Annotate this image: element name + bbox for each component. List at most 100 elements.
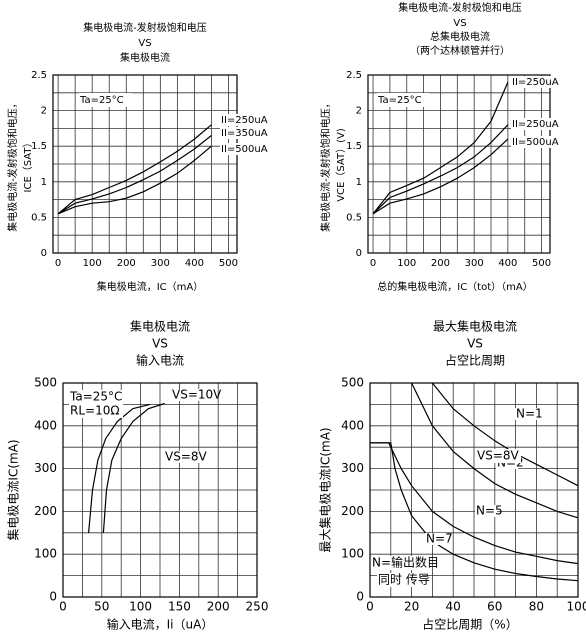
y-tick-label: 200 bbox=[34, 504, 57, 518]
annotation: Ta=25°C bbox=[79, 95, 124, 106]
chart-title: 集电极电流 bbox=[130, 319, 190, 334]
plot-frame bbox=[369, 382, 579, 598]
x-tick-label: 0 bbox=[55, 258, 61, 269]
x-tick-label: 500 bbox=[219, 258, 238, 269]
label-bg bbox=[511, 118, 561, 130]
annotation-bg bbox=[476, 449, 521, 463]
y-tick-label: 400 bbox=[341, 418, 364, 432]
x-tick-label: 150 bbox=[168, 600, 191, 614]
annotation: Ta=25°C bbox=[69, 390, 122, 404]
series-line bbox=[370, 442, 579, 565]
x-tick-label: 100 bbox=[397, 258, 416, 269]
chart-title: 集电极电流-发射极饱和电压 bbox=[398, 1, 522, 14]
y-axis-label: 集电极电流-发射极饱和电压， bbox=[6, 98, 19, 232]
y-tick-label: 500 bbox=[341, 376, 364, 390]
annotation: RL=10Ω bbox=[70, 404, 120, 418]
series-label: N=7 bbox=[426, 532, 453, 546]
annotation: VS=8V bbox=[477, 449, 520, 463]
x-axis-label: 总的集电极电流，IC（tot）（mA） bbox=[377, 280, 532, 293]
y-tick-label: 1.5 bbox=[31, 141, 47, 152]
y-tick-label: 100 bbox=[341, 547, 364, 561]
series-line bbox=[372, 138, 509, 215]
y-tick-label: 2.5 bbox=[31, 70, 47, 81]
y-tick-label: 100 bbox=[34, 547, 57, 561]
chart-title: （两个达林顿管并行） bbox=[410, 44, 510, 57]
series-label: II=250uA bbox=[512, 119, 559, 130]
x-tick-label: 300 bbox=[151, 258, 170, 269]
x-tick-label: 50 bbox=[94, 600, 109, 614]
label-bg bbox=[511, 76, 561, 88]
plot-frame bbox=[52, 74, 238, 254]
y-tick-label: 0 bbox=[49, 590, 57, 604]
label-bg bbox=[220, 114, 270, 126]
label-bg bbox=[515, 408, 538, 420]
y-tick-label: 2 bbox=[41, 106, 47, 117]
y-tick-label: 1 bbox=[356, 177, 362, 188]
x-tick-label: 60 bbox=[487, 600, 502, 614]
series-label: N=5 bbox=[476, 504, 503, 518]
label-bg bbox=[475, 505, 498, 517]
plot-frame bbox=[367, 74, 551, 254]
x-axis-label: 输入电流，Ii（uA） bbox=[107, 617, 214, 632]
chart-title: 输入电流 bbox=[136, 353, 184, 368]
x-tick-label: 80 bbox=[529, 600, 544, 614]
chart-title: VS bbox=[453, 18, 466, 29]
series-line bbox=[102, 402, 165, 533]
label-bg bbox=[220, 143, 270, 155]
x-axis-label: 占空比周期（%） bbox=[422, 617, 517, 632]
annotation-bg bbox=[371, 556, 425, 570]
x-tick-label: 400 bbox=[498, 258, 517, 269]
series-line bbox=[372, 124, 509, 215]
series-label: II=250uA bbox=[512, 77, 559, 88]
series-label: VS=10V bbox=[172, 388, 222, 402]
x-tick-label: 20 bbox=[404, 600, 419, 614]
chart-title: 占空比周期 bbox=[445, 353, 505, 368]
chart-title: VS bbox=[138, 38, 151, 49]
annotation: Ta=25°C bbox=[377, 95, 422, 106]
annotation-bg bbox=[79, 93, 132, 107]
x-tick-label: 100 bbox=[83, 258, 102, 269]
x-tick-label: 100 bbox=[129, 600, 152, 614]
series-line bbox=[370, 442, 579, 582]
label-bg bbox=[171, 389, 216, 401]
series-line bbox=[57, 124, 212, 215]
annotation: N=输出数目 bbox=[372, 555, 439, 570]
y-axis-label: VCE（SAT）(V) bbox=[335, 128, 347, 202]
x-tick-label: 0 bbox=[370, 258, 376, 269]
y-axis-label: ICE（SAT） bbox=[22, 138, 34, 193]
x-tick-label: 40 bbox=[446, 600, 461, 614]
x-tick-label: 200 bbox=[207, 600, 230, 614]
y-tick-label: 300 bbox=[341, 461, 364, 475]
chart-title: VS bbox=[467, 337, 483, 351]
plot-frame bbox=[62, 382, 258, 598]
series-line bbox=[431, 382, 579, 487]
x-tick-label: 200 bbox=[117, 258, 136, 269]
chart-title: 总集电极电流 bbox=[430, 30, 490, 43]
y-tick-label: 500 bbox=[34, 376, 57, 390]
y-tick-label: 0.5 bbox=[346, 212, 362, 223]
y-axis-label: 集电极电流-发射极饱和电压， bbox=[319, 98, 332, 232]
x-tick-label: 250 bbox=[246, 600, 269, 614]
series-line bbox=[411, 382, 579, 519]
x-tick-label: 400 bbox=[185, 258, 204, 269]
series-label: II=250uA bbox=[221, 115, 268, 126]
annotation-bg bbox=[69, 390, 132, 404]
series-label: II=500uA bbox=[512, 137, 559, 148]
x-tick-label: 0 bbox=[366, 600, 374, 614]
annotation-bg bbox=[377, 573, 422, 587]
y-tick-label: 0.5 bbox=[31, 212, 47, 223]
y-tick-label: 2 bbox=[356, 106, 362, 117]
x-tick-label: 500 bbox=[532, 258, 551, 269]
series-label: II=500uA bbox=[221, 144, 268, 155]
x-tick-label: 0 bbox=[59, 600, 67, 614]
series-line bbox=[88, 403, 151, 533]
chart-title: 集电极电流 bbox=[120, 51, 170, 64]
y-tick-label: 300 bbox=[34, 461, 57, 475]
annotation-bg bbox=[69, 404, 123, 418]
y-tick-label: 0 bbox=[41, 248, 47, 259]
y-axis-label: 集电极电流IC(mA) bbox=[6, 439, 21, 540]
